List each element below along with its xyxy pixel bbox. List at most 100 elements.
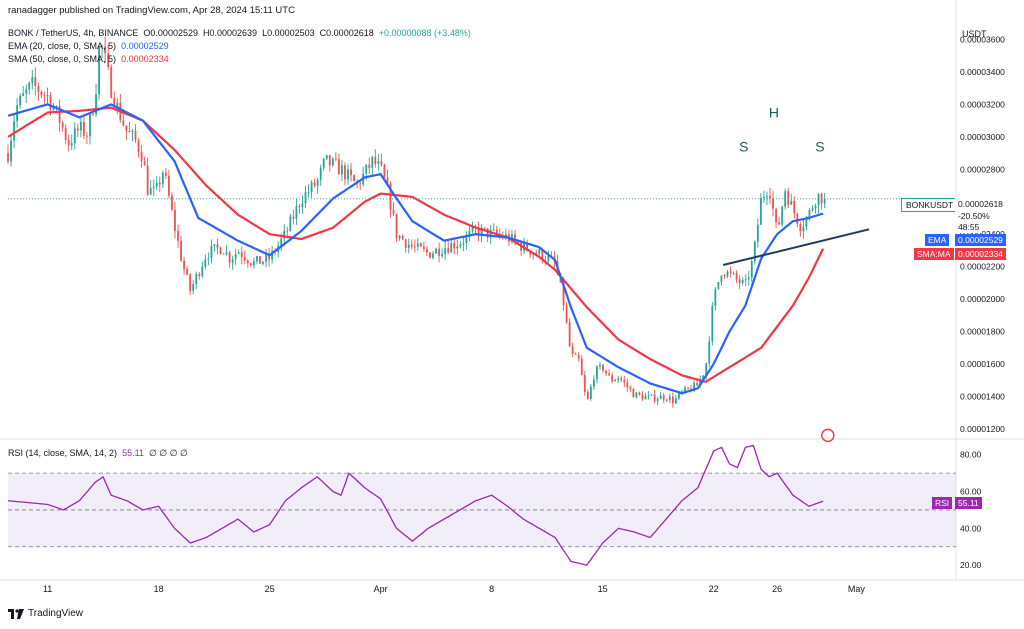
candle-body <box>447 248 450 253</box>
candle-body <box>723 275 726 277</box>
candle-body <box>589 386 592 399</box>
candle-body <box>799 224 802 232</box>
candle-body <box>386 177 389 184</box>
candle-body <box>635 392 638 398</box>
candle-body <box>389 183 392 210</box>
candle-body <box>7 153 9 162</box>
candle-body <box>602 364 604 371</box>
candle-body <box>149 187 152 195</box>
candle-body <box>647 395 650 397</box>
candle-body <box>240 252 243 258</box>
candle-body <box>541 249 544 261</box>
candle-body <box>353 175 355 182</box>
candle-body <box>623 380 626 383</box>
candle-body <box>477 228 480 237</box>
candle-body <box>426 248 428 253</box>
candle-body <box>705 363 708 376</box>
candle-body <box>92 114 94 116</box>
symbol-title: BONK / TetherUS, 4h, BINANCE <box>8 28 139 38</box>
candle-body <box>271 250 274 260</box>
candle-body <box>265 254 267 262</box>
candle-body <box>778 222 781 225</box>
candle-body <box>423 246 425 249</box>
price-axis-tick: 0.00003600 <box>960 34 1005 44</box>
candle-body <box>577 354 580 359</box>
candle-body <box>608 373 611 376</box>
candle-body <box>671 396 674 404</box>
change-value: +0.00000088 (+3.48%) <box>378 28 471 38</box>
candle-body <box>495 229 498 235</box>
candle-body <box>280 238 283 246</box>
candle-body <box>256 256 258 262</box>
candle-body <box>814 205 817 209</box>
candle-body <box>344 165 346 180</box>
candle-body <box>711 306 714 342</box>
time-axis-tick: 22 <box>709 584 719 594</box>
time-axis-tick: 26 <box>772 584 782 594</box>
ema-line <box>7 103 824 395</box>
candle-body <box>19 95 22 106</box>
candle-body <box>107 53 110 67</box>
candle-body <box>331 158 334 166</box>
candle-body <box>55 105 58 108</box>
tradingview-brand: TradingView <box>28 608 84 619</box>
time-axis-tick: 15 <box>598 584 608 594</box>
candle-body <box>10 140 12 162</box>
candle-body <box>243 257 246 261</box>
candle-body <box>131 130 134 133</box>
candle-body <box>198 274 201 276</box>
candle-body <box>31 77 34 83</box>
candle-body <box>741 279 744 284</box>
rsi-legend: RSI (14, close, SMA, 14, 2) 55.11 ∅ ∅ ∅ … <box>8 448 188 458</box>
candle-body <box>252 261 255 266</box>
candle-body <box>110 66 113 98</box>
candle-body <box>593 379 595 387</box>
candle-body <box>377 161 380 164</box>
candle-body <box>374 156 377 164</box>
candle-body <box>365 164 368 174</box>
candle-body <box>307 191 310 193</box>
candle-body <box>535 252 538 254</box>
candle-body <box>325 155 328 159</box>
candle-body <box>40 92 43 95</box>
candle-body <box>222 253 225 255</box>
candle-body <box>104 46 107 54</box>
candle-body <box>249 263 252 266</box>
candle-body <box>787 191 790 205</box>
candle-body <box>137 140 140 153</box>
candle-body <box>489 229 492 238</box>
candle-body <box>596 366 598 380</box>
candle-body <box>76 128 79 131</box>
candle-body <box>766 196 768 198</box>
candle-body <box>371 156 374 168</box>
candle-body <box>89 114 91 137</box>
ohlc-header: BONK / TetherUS, 4h, BINANCE O0.00002529… <box>8 28 471 38</box>
candle-body <box>574 354 577 355</box>
ema-legend-value: 0.00002529 <box>121 41 169 51</box>
candle-body <box>571 346 574 355</box>
candle-body <box>155 182 158 187</box>
candle-body <box>404 239 407 248</box>
candle-body <box>228 252 231 263</box>
publisher-line: ranadagger published on TradingView.com,… <box>8 5 295 16</box>
candle-body <box>180 240 182 261</box>
price-axis-tick: 0.00001400 <box>960 391 1005 401</box>
candle-body <box>174 209 176 231</box>
candle-body <box>22 93 25 96</box>
candle-body <box>632 389 635 398</box>
candle-body <box>286 230 289 232</box>
candle-body <box>419 243 422 247</box>
candle-body <box>262 261 264 264</box>
candle-body <box>456 246 459 249</box>
tradingview-logo[interactable]: TradingView <box>8 608 83 619</box>
candle-body <box>429 252 431 258</box>
sma-legend: SMA (50, close, 0, SMA, 5) 0.00002334 <box>8 54 169 64</box>
close-value: 0.00002618 <box>326 28 374 38</box>
candle-body <box>161 172 164 185</box>
candle-body <box>468 231 471 236</box>
candle-body <box>37 85 40 93</box>
candle-body <box>492 229 495 231</box>
candle-body <box>526 242 529 251</box>
candle-body <box>398 235 401 239</box>
rsi-axis-tick: 20.00 <box>960 560 982 570</box>
